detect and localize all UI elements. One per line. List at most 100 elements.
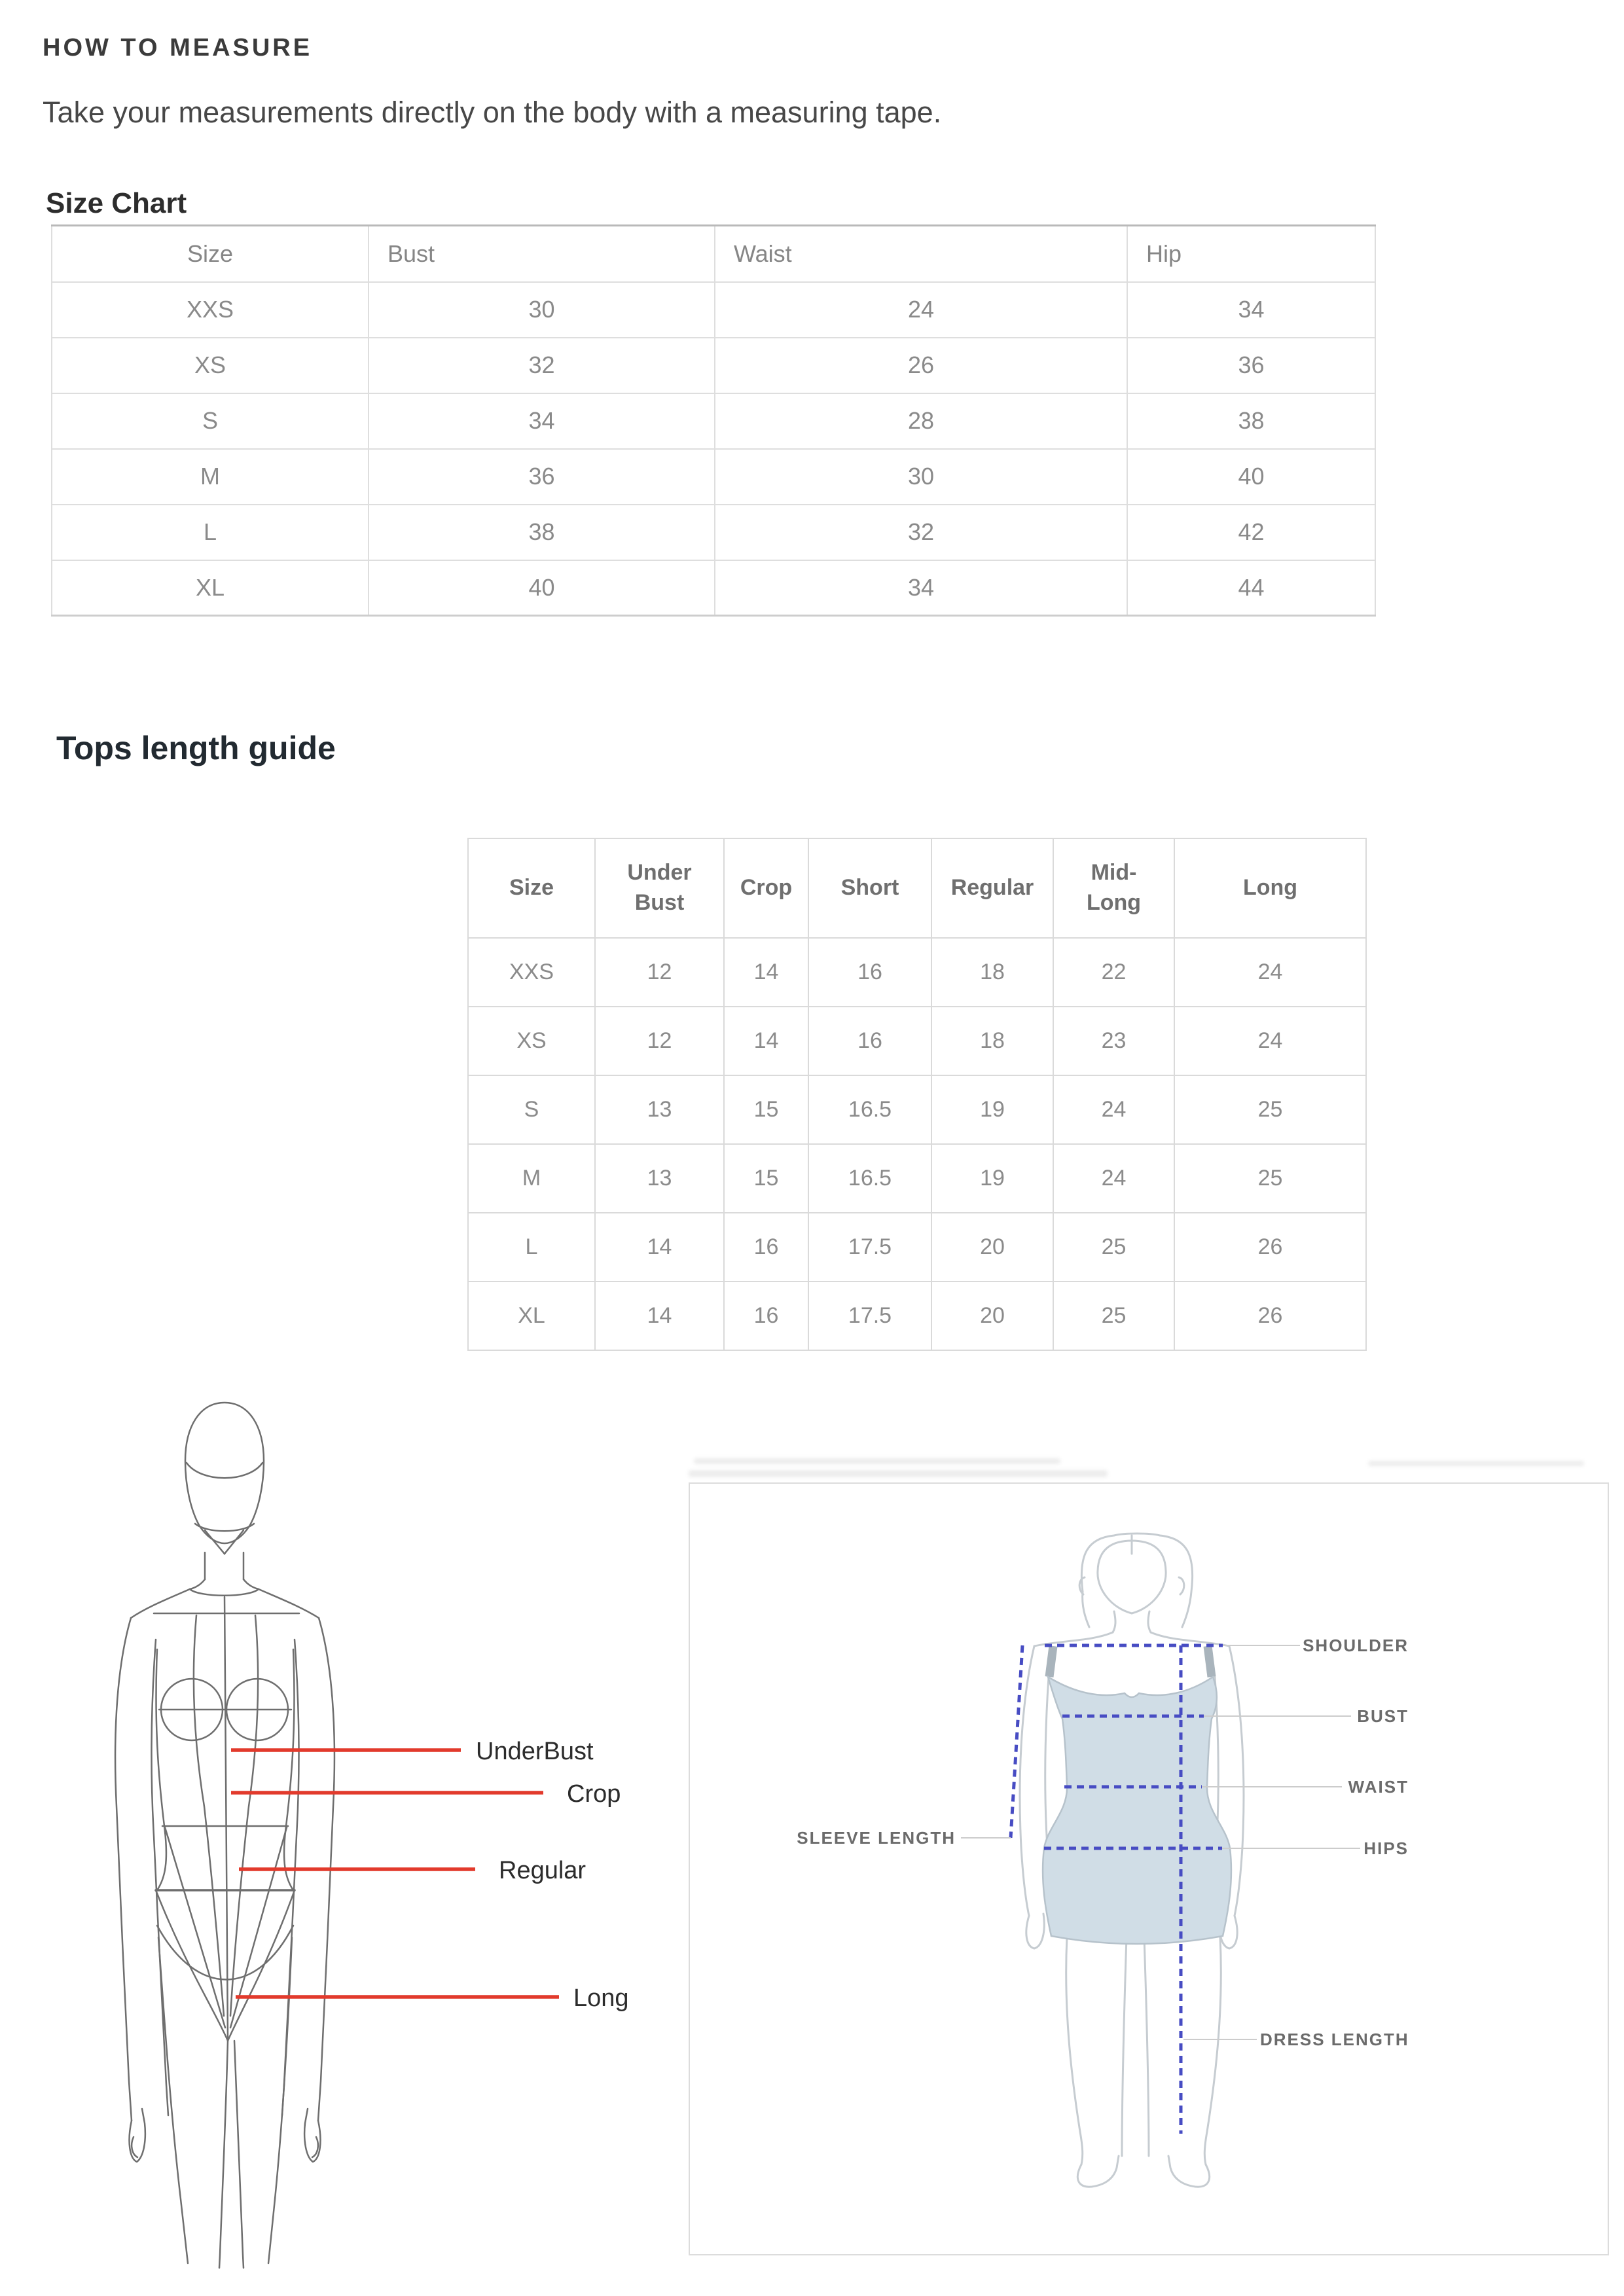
sleeve-length-label: SLEEVE LENGTH [797, 1828, 956, 1848]
column-header: Under Bust [594, 838, 725, 939]
shoulder-label: SHOULDER [1303, 1636, 1409, 1655]
table-cell: 34 [714, 559, 1128, 617]
table-cell: 12 [594, 1006, 725, 1076]
table-cell: 24 [1053, 1143, 1175, 1213]
table-cell: XXS [51, 281, 369, 338]
table-cell: 36 [368, 448, 715, 505]
table-cell: 40 [368, 559, 715, 617]
table-cell: 42 [1127, 503, 1376, 561]
column-header: Waist [714, 224, 1128, 283]
dress-shape [1041, 1675, 1233, 1945]
table-cell: 19 [931, 1075, 1054, 1145]
table-cell: 22 [1053, 937, 1175, 1007]
underbust-label: UnderBust [476, 1738, 594, 1765]
table-cell: 16 [808, 937, 932, 1007]
table-cell: M [51, 448, 369, 505]
table-cell: 24 [1174, 1006, 1367, 1076]
tops-table-header-row: Size Under Bust Crop Short Regular Mid-L… [467, 838, 1367, 939]
table-cell: 12 [594, 937, 725, 1007]
table-cell: 13 [594, 1075, 725, 1145]
table-cell: 25 [1053, 1281, 1175, 1351]
column-header: Mid-Long [1053, 838, 1175, 939]
table-cell: 34 [368, 392, 715, 450]
table-cell: M [467, 1143, 596, 1213]
page-title: HOW TO MEASURE [43, 34, 313, 62]
table-row: XS 12 14 16 18 23 24 [467, 1006, 1367, 1076]
column-header: Long [1174, 838, 1367, 939]
table-cell: 19 [931, 1143, 1054, 1213]
column-header: Crop [723, 838, 809, 939]
table-cell: 32 [368, 336, 715, 394]
table-cell: 26 [1174, 1212, 1367, 1282]
dress-measurement-diagram: SHOULDER BUST WAIST HIPS SLEEVE LENGTH D… [689, 1482, 1609, 2255]
table-row: L 14 16 17.5 20 25 26 [467, 1212, 1367, 1282]
table-cell: XL [467, 1281, 596, 1351]
table-cell: 24 [1053, 1075, 1175, 1145]
table-cell: 16 [723, 1212, 809, 1282]
size-chart-table: Size Bust Waist Hip XXS 30 24 34 XS 32 2… [51, 224, 1376, 617]
table-cell: S [51, 392, 369, 450]
table-cell: L [467, 1212, 596, 1282]
table-cell: XL [51, 559, 369, 617]
table-cell: 34 [1127, 281, 1376, 338]
column-header: Short [808, 838, 932, 939]
regular-label: Regular [499, 1857, 586, 1884]
table-cell: 17.5 [808, 1212, 932, 1282]
table-cell: 16 [808, 1006, 932, 1076]
print-smudge [1368, 1461, 1584, 1466]
table-cell: XS [467, 1006, 596, 1076]
table-cell: 25 [1174, 1075, 1367, 1145]
table-cell: 13 [594, 1143, 725, 1213]
table-cell: 14 [723, 1006, 809, 1076]
column-header-label: Mid-Long [1086, 860, 1142, 915]
table-cell: 18 [931, 1006, 1054, 1076]
size-chart-heading: Size Chart [46, 187, 187, 219]
hips-label: HIPS [1363, 1839, 1409, 1858]
print-smudge [694, 1458, 1060, 1464]
column-header: Size [467, 838, 596, 939]
table-row: M 36 30 40 [51, 448, 1376, 505]
column-header: Size [51, 224, 369, 283]
waist-label: WAIST [1348, 1777, 1409, 1797]
table-cell: 23 [1053, 1006, 1175, 1076]
table-cell: 16.5 [808, 1075, 932, 1145]
table-cell: 28 [714, 392, 1128, 450]
table-cell: L [51, 503, 369, 561]
table-cell: XXS [467, 937, 596, 1007]
table-row: XL 40 34 44 [51, 559, 1376, 617]
table-cell: 40 [1127, 448, 1376, 505]
table-cell: 14 [723, 937, 809, 1007]
dress-straps [1045, 1645, 1216, 1677]
table-cell: 20 [931, 1212, 1054, 1282]
table-cell: 18 [931, 937, 1054, 1007]
dress-length-label: DRESS LENGTH [1260, 2030, 1409, 2049]
label-connectors [961, 1645, 1360, 2040]
table-cell: 20 [931, 1281, 1054, 1351]
table-cell: 25 [1053, 1212, 1175, 1282]
table-cell: 14 [594, 1212, 725, 1282]
table-row: L 38 32 42 [51, 503, 1376, 561]
bust-label: BUST [1357, 1706, 1409, 1726]
crop-label: Crop [567, 1780, 621, 1808]
table-cell: 24 [714, 281, 1128, 338]
table-row: XXS 30 24 34 [51, 281, 1376, 338]
print-smudge [689, 1470, 1108, 1477]
long-label: Long [573, 1984, 629, 2012]
table-cell: 26 [714, 336, 1128, 394]
table-cell: 15 [723, 1075, 809, 1145]
table-cell: 25 [1174, 1143, 1367, 1213]
table-cell: 16.5 [808, 1143, 932, 1213]
table-cell: S [467, 1075, 596, 1145]
table-cell: 38 [1127, 392, 1376, 450]
table-row: XXS 12 14 16 18 22 24 [467, 937, 1367, 1007]
table-cell: 16 [723, 1281, 809, 1351]
page-subtitle: Take your measurements directly on the b… [43, 96, 942, 129]
table-cell: 44 [1127, 559, 1376, 617]
table-row: XL 14 16 17.5 20 25 26 [467, 1281, 1367, 1351]
table-cell: 26 [1174, 1281, 1367, 1351]
table-cell: 32 [714, 503, 1128, 561]
table-cell: 30 [368, 281, 715, 338]
croquis-figure [114, 1401, 336, 2269]
column-header: Hip [1127, 224, 1376, 283]
